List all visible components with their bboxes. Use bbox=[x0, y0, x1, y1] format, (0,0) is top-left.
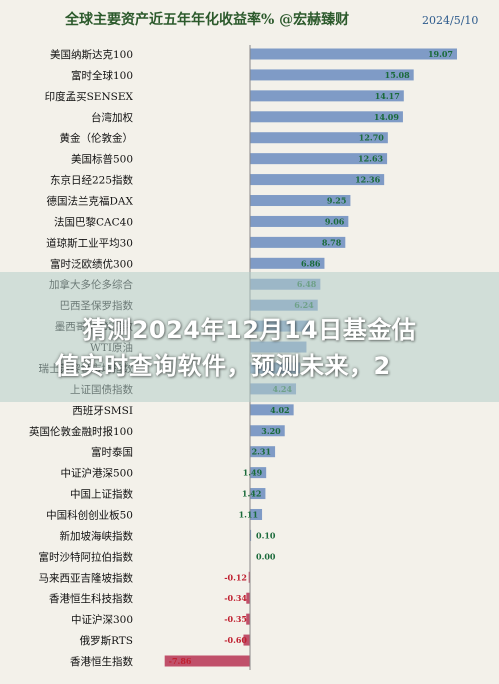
category-label: 德国法兰克福DAX bbox=[47, 195, 134, 208]
category-label: 印度孟买SENSEX bbox=[45, 90, 134, 103]
value-label: 1.49 bbox=[243, 468, 263, 478]
category-label: 东京日经225指数 bbox=[50, 174, 134, 187]
bar bbox=[246, 613, 250, 625]
value-label: 3.20 bbox=[261, 426, 281, 436]
bar bbox=[248, 571, 250, 583]
category-label: 俄罗斯RTS bbox=[80, 634, 133, 647]
category-label: 美国标普500 bbox=[71, 153, 133, 166]
category-label: 中证沪深300 bbox=[71, 613, 133, 626]
bar bbox=[250, 174, 385, 186]
value-label: -0.35 bbox=[224, 614, 247, 624]
category-label: 中证沪港深500 bbox=[60, 467, 133, 480]
bar bbox=[250, 257, 325, 269]
value-label: 12.36 bbox=[355, 175, 380, 185]
value-label: 0.10 bbox=[256, 530, 276, 540]
value-label: 2.31 bbox=[252, 447, 271, 457]
category-label: 香港恒生指数 bbox=[70, 655, 133, 668]
bar bbox=[250, 215, 349, 227]
value-label: -0.60 bbox=[224, 635, 247, 645]
category-label: 富时泛欧绩优300 bbox=[50, 257, 133, 270]
category-label: 黄金（伦敦金） bbox=[60, 132, 134, 145]
category-label: 西班牙SMSI bbox=[72, 405, 133, 417]
category-label: 美国纳斯达克100 bbox=[50, 48, 133, 61]
category-label: 马来西亚吉隆坡指数 bbox=[39, 571, 134, 584]
bar bbox=[250, 488, 266, 500]
category-label: 新加坡海峡指数 bbox=[60, 529, 134, 542]
category-label: 台湾加权 bbox=[91, 111, 133, 124]
bar bbox=[164, 655, 250, 667]
bar bbox=[250, 508, 263, 520]
bar bbox=[250, 467, 267, 479]
category-label: 富时沙特阿拉伯指数 bbox=[39, 550, 134, 563]
bar bbox=[250, 69, 414, 81]
value-label: 1.11 bbox=[239, 509, 258, 519]
bar bbox=[250, 48, 457, 60]
category-label: 富时全球100 bbox=[71, 69, 133, 82]
value-label: 6.86 bbox=[301, 258, 321, 268]
category-label: 中国科创创业板50 bbox=[46, 508, 133, 521]
value-label: 8.78 bbox=[322, 237, 342, 247]
category-label: 香港恒生科技指数 bbox=[49, 592, 133, 605]
bar bbox=[250, 425, 285, 437]
value-label: 9.25 bbox=[327, 196, 346, 206]
value-label: 14.17 bbox=[375, 91, 400, 101]
bar bbox=[250, 90, 404, 102]
category-label: 中国上证指数 bbox=[70, 488, 133, 501]
value-label: 12.63 bbox=[358, 154, 383, 164]
value-label: 15.08 bbox=[385, 70, 410, 80]
value-label: 19.07 bbox=[428, 49, 453, 59]
bar bbox=[250, 404, 294, 416]
bar bbox=[250, 132, 388, 144]
bar bbox=[250, 529, 252, 541]
value-label: 1.42 bbox=[242, 489, 261, 499]
category-label: 富时泰国 bbox=[91, 446, 133, 459]
headline-line-2[interactable]: 值实时查询软件，预测未来，2 bbox=[55, 352, 391, 380]
bar bbox=[250, 195, 351, 207]
value-label: -0.12 bbox=[224, 572, 247, 582]
value-label: 12.70 bbox=[359, 133, 384, 143]
value-label: -0.34 bbox=[224, 593, 247, 603]
value-label: 4.02 bbox=[270, 405, 289, 415]
bar bbox=[250, 153, 388, 165]
headline-overlay bbox=[0, 272, 499, 402]
chart-date: 2024/5/10 bbox=[422, 14, 478, 27]
category-label: 法国巴黎CAC40 bbox=[54, 215, 133, 228]
bar bbox=[250, 446, 276, 458]
bar bbox=[246, 592, 250, 604]
bar bbox=[243, 634, 250, 646]
value-label: 14.09 bbox=[374, 112, 399, 122]
headline-line-1[interactable]: 猜测2024年12月14日基金估 bbox=[82, 316, 417, 344]
value-label: 9.06 bbox=[325, 216, 345, 226]
category-label: 道琼斯工业平均30 bbox=[46, 236, 133, 249]
bar bbox=[250, 111, 403, 123]
chart-title: 全球主要资产近五年年化收益率% @宏赫臻财 bbox=[64, 11, 349, 28]
category-label: 英国伦敦金融时报100 bbox=[29, 425, 133, 438]
bar bbox=[250, 236, 346, 248]
value-label: 0.00 bbox=[256, 551, 276, 561]
value-label: -7.86 bbox=[169, 656, 192, 666]
